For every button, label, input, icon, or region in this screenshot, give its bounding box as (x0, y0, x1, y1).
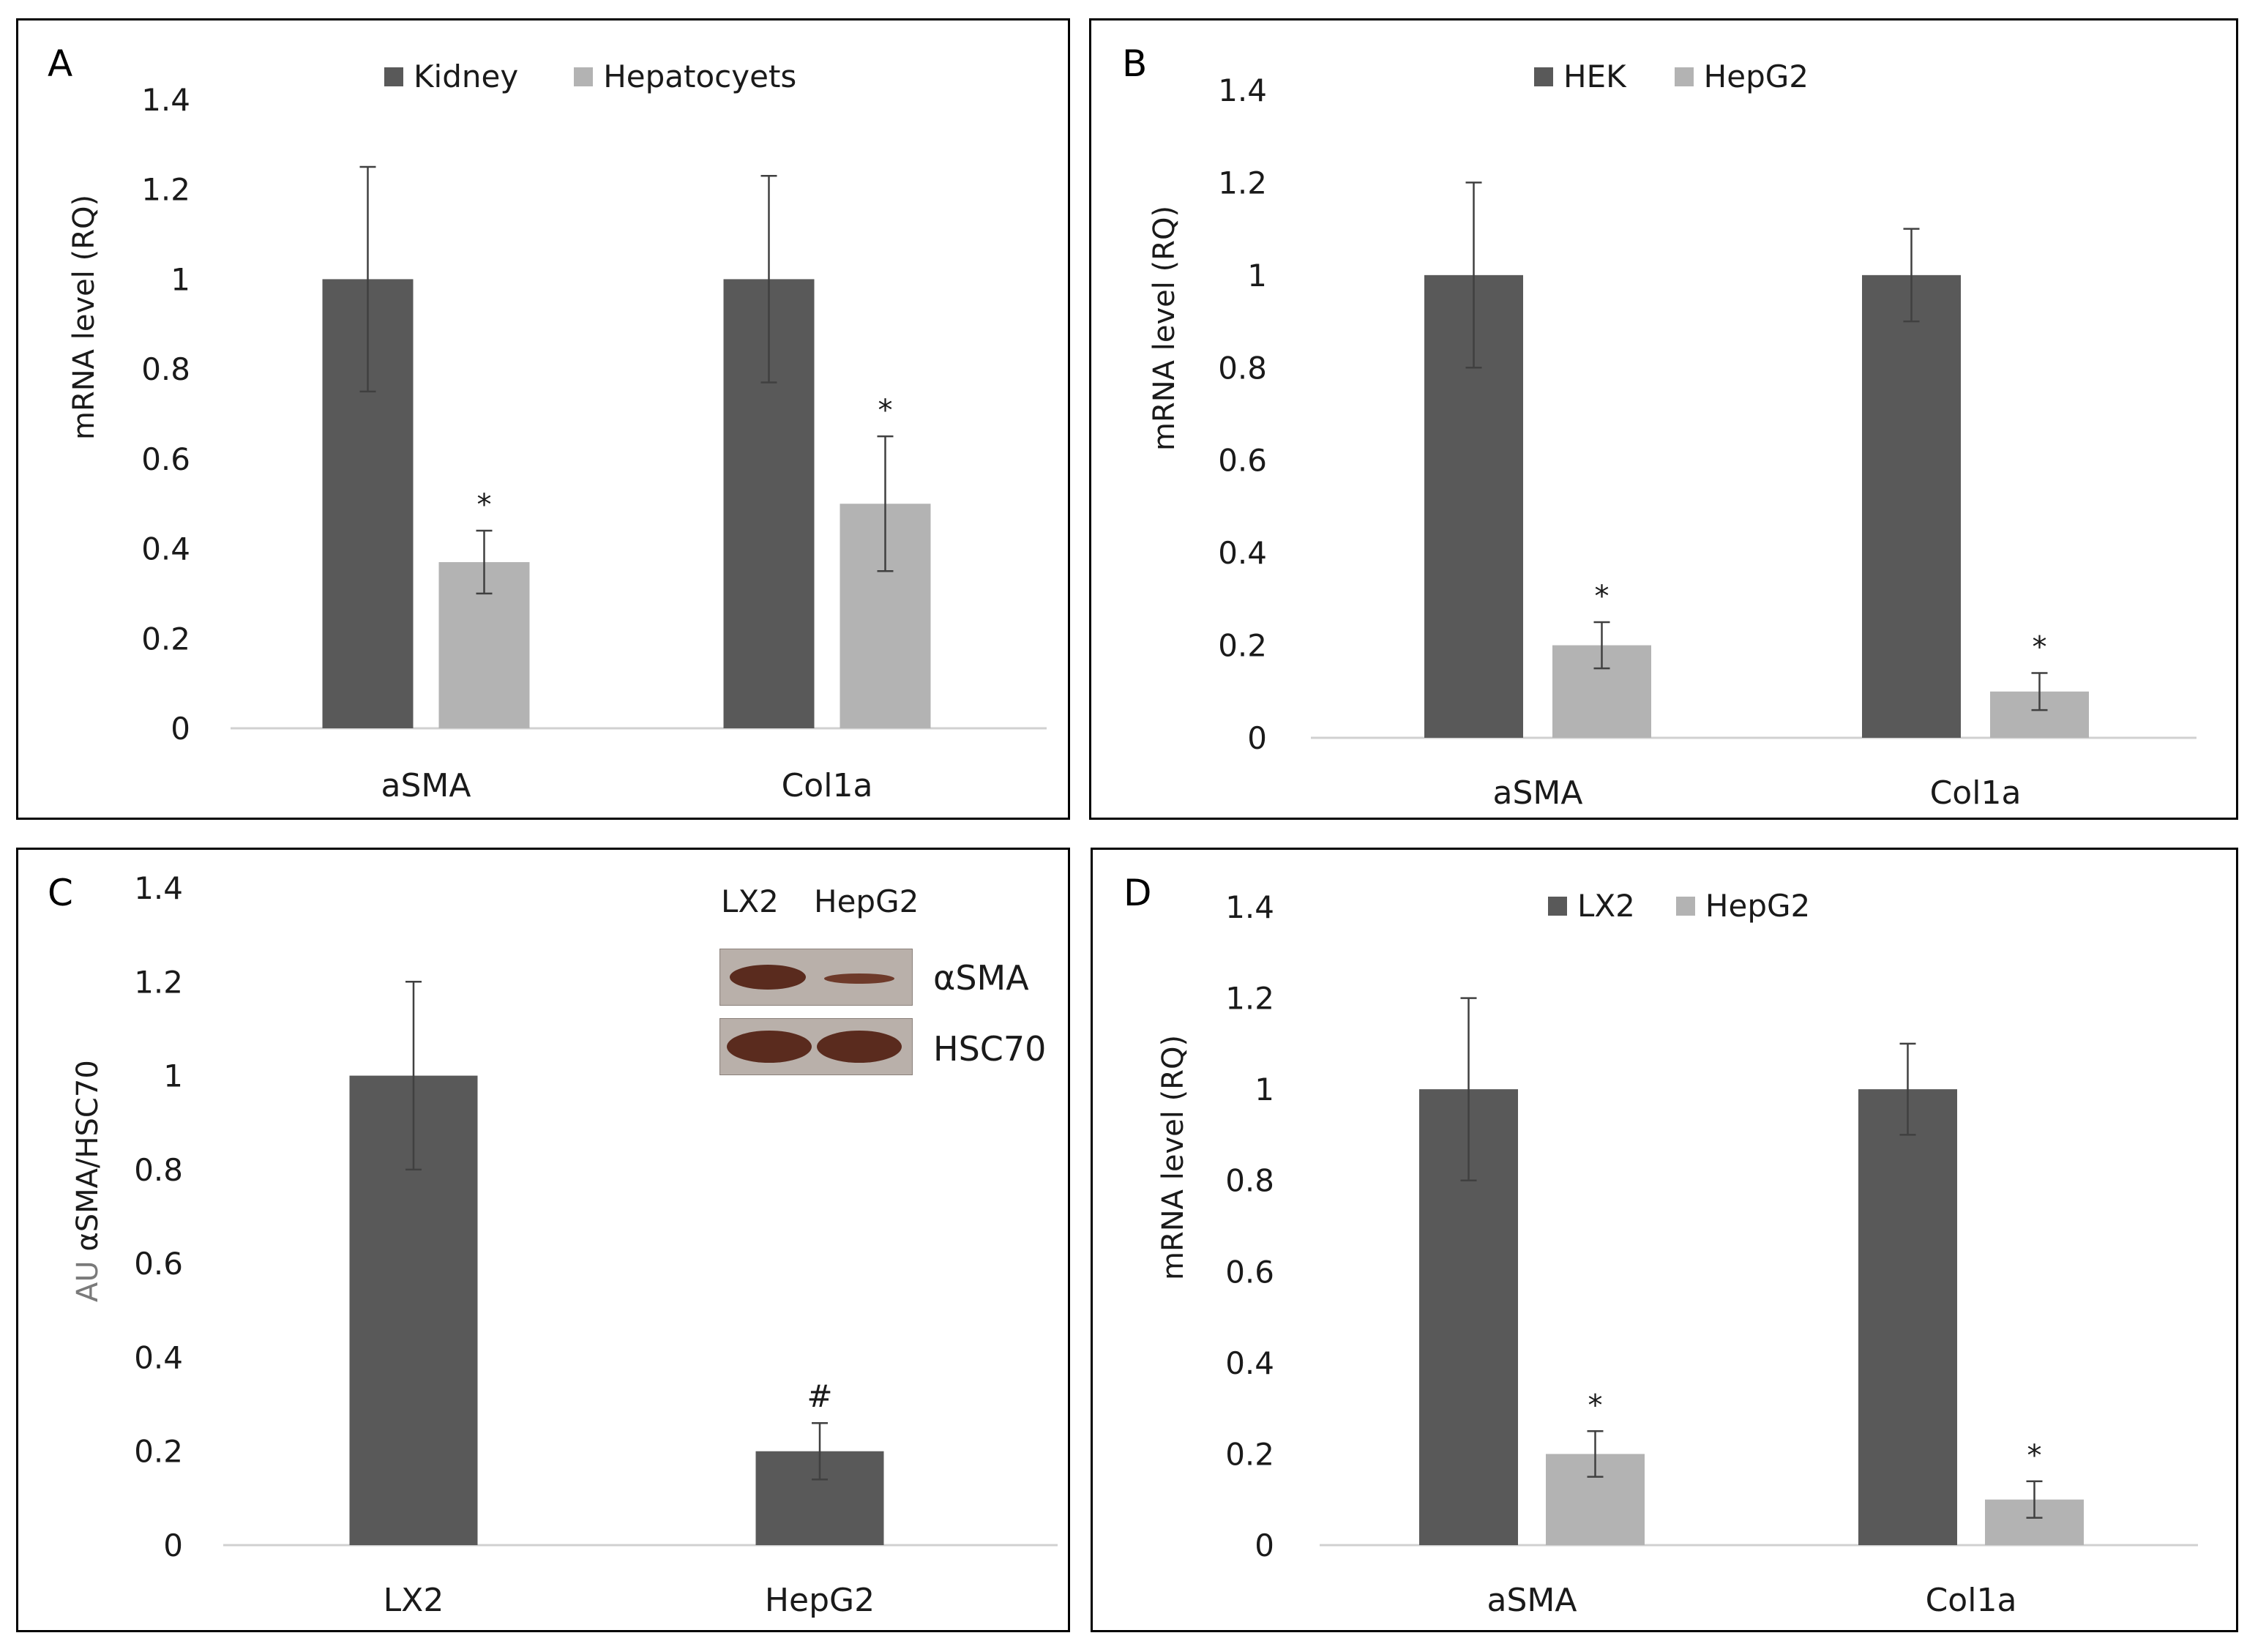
legend-label: HepG2 (1705, 888, 1811, 924)
y-tick-label: 0 (1255, 1528, 1274, 1563)
chart-a: 0 0.2 0.4 0.6 0.8 1 1.2 1.4 * aSMA * Col1a (141, 82, 1047, 804)
legend-item-kidney: Kidney (384, 59, 518, 94)
significance-mark: * (477, 488, 492, 522)
y-tick-label: 0.4 (141, 531, 190, 567)
y-tick-label: 0.2 (1225, 1436, 1274, 1472)
significance-mark: * (1588, 1388, 1603, 1422)
y-tick-label: 1.2 (141, 172, 190, 208)
legend-swatch (1548, 896, 1567, 916)
y-tick-label: 0.6 (141, 441, 190, 477)
legend-swatch (574, 67, 594, 86)
significance-mark: # (807, 1378, 832, 1414)
y-tick-label: 0.4 (1225, 1345, 1274, 1381)
blot-band-label-asma: αSMA (933, 958, 1029, 998)
blot-bands-hsc70 (727, 1031, 902, 1063)
y-tick-label: 0 (1247, 720, 1267, 756)
x-tick-label: aSMA (1493, 774, 1583, 812)
chart-c: 0 0.2 0.4 0.6 0.8 1 1.2 1.4 LX2 # HepG2 (134, 870, 1058, 1619)
legend-swatch (1675, 896, 1695, 916)
blot-bands-asma (730, 965, 894, 990)
legend: Kidney Hepatocyets (384, 59, 796, 94)
y-tick-label: 1.2 (1225, 981, 1274, 1017)
y-tick-label: 1.4 (1225, 889, 1274, 925)
legend-swatch (1674, 67, 1694, 86)
x-tick-label: HepG2 (765, 1582, 875, 1619)
y-tick-label: 0.2 (141, 621, 190, 657)
y-tick-label: 1.4 (1218, 72, 1267, 108)
legend-label: LX2 (1577, 888, 1635, 924)
band-hepg2-hsc70 (817, 1031, 902, 1063)
blot-band-label-hsc70: HSC70 (933, 1029, 1047, 1069)
panel-b: B HEK HepG2 mRNA level (RQ) 0 0.2 0.4 0.6 0.… (1089, 18, 2238, 820)
blot-lane-label-lx2: LX2 (721, 883, 779, 919)
y-tick-label: 0.6 (1218, 443, 1267, 479)
significance-mark: * (2033, 631, 2047, 665)
y-tick-label: 0 (163, 1528, 183, 1563)
y-tick-label: 1.4 (134, 870, 183, 906)
significance-mark: * (2027, 1439, 2042, 1473)
y-tick-label: 0.8 (134, 1152, 183, 1188)
legend-label: Kidney (414, 59, 519, 94)
legend-item-hek: HEK (1534, 59, 1626, 94)
x-tick-label: LX2 (384, 1582, 444, 1619)
legend-item-lx2: LX2 (1548, 888, 1635, 924)
band-hepg2-asma (824, 973, 894, 984)
y-tick-label: 0.8 (141, 351, 190, 387)
x-tick-label: aSMA (381, 767, 471, 804)
panel-letter: D (1124, 872, 1152, 914)
legend: LX2 HepG2 (1548, 888, 1810, 924)
legend-label: HepG2 (1703, 59, 1809, 94)
bar (1858, 1089, 1957, 1545)
band-lx2-hsc70 (727, 1031, 812, 1063)
y-tick-label: 0 (171, 711, 190, 747)
y-tick-label: 1 (1247, 258, 1267, 294)
x-tick-label: Col1a (1926, 1582, 2017, 1619)
y-tick-label: 0.6 (134, 1246, 183, 1282)
y-tick-label: 0.2 (1218, 628, 1267, 664)
blot-strip-asma (719, 949, 913, 1006)
chart-d: 0 0.2 0.4 0.6 0.8 1 1.2 1.4 * aSMA * Col1a (1225, 889, 2198, 1619)
chart-b: 0 0.2 0.4 0.6 0.8 1 1.2 1.4 * aSMA * Col1a (1218, 72, 2196, 812)
y-tick-label: 1 (171, 261, 190, 297)
y-tick-label: 1.2 (134, 964, 183, 1000)
band-lx2-asma (730, 965, 806, 990)
legend-label: HEK (1563, 59, 1626, 94)
legend-label: Hepatocyets (603, 59, 797, 94)
y-tick-label: 1 (1255, 1072, 1274, 1107)
legend-item-hepg2: HepG2 (1674, 59, 1809, 94)
y-tick-label: 0.2 (134, 1434, 183, 1470)
panel-letter: A (48, 42, 73, 85)
x-tick-label: aSMA (1487, 1582, 1577, 1619)
x-tick-label: Col1a (782, 767, 873, 804)
y-tick-label: 1 (163, 1058, 183, 1094)
panel-d: D LX2 HepG2 mRNA level (RQ) 0 0.2 0.4 0.6 0.… (1091, 848, 2238, 1632)
y-tick-label: 1.4 (141, 82, 190, 118)
legend-item-hepatocyets: Hepatocyets (574, 59, 796, 94)
panel-c: C AU αSMA/HSC70 0 0.2 0.4 0.6 0.8 1 1.2 1.4 LX2 #… (16, 848, 1070, 1632)
legend-swatch (1534, 67, 1553, 86)
y-tick-label: 0.4 (1218, 535, 1267, 571)
blot-strip-hsc70 (719, 1018, 913, 1075)
y-tick-label: 0.4 (134, 1339, 183, 1375)
panel-a: A Kidney Hepatocyets mRNA level (RQ) 0 0.… (16, 18, 1070, 820)
bar (1862, 274, 1961, 738)
y-tick-label: 0.8 (1218, 350, 1267, 386)
legend: HEK HepG2 (1534, 59, 1809, 94)
legend-swatch (384, 67, 403, 86)
y-tick-label: 1.2 (1218, 165, 1267, 201)
panel-letter: B (1122, 42, 1148, 85)
x-tick-label: Col1a (1930, 774, 2022, 812)
western-blot-inset: LX2 HepG2 αSMA HSC70 (692, 879, 1058, 1186)
significance-mark: * (878, 394, 893, 427)
blot-lane-label-hepg2: HepG2 (814, 883, 919, 919)
y-tick-label: 0.6 (1225, 1254, 1274, 1290)
y-tick-label: 0.8 (1225, 1163, 1274, 1199)
panel-letter: C (48, 872, 73, 914)
legend-item-hepg2: HepG2 (1675, 888, 1811, 924)
significance-mark: * (1595, 580, 1609, 613)
